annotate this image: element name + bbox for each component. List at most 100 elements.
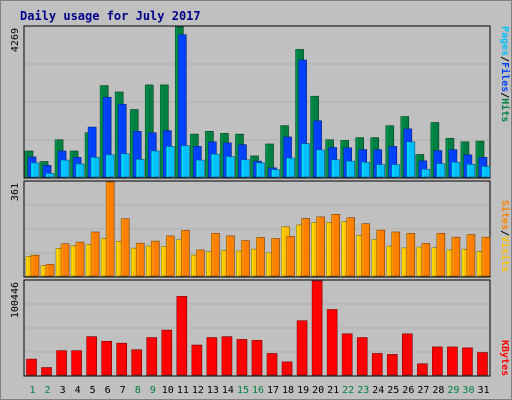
sites-bar (421, 243, 431, 277)
kbytes-bar-highlight (297, 320, 300, 375)
sites-bar-highlight (406, 233, 409, 276)
visits-bar-highlight (461, 249, 464, 276)
pages-bar-highlight (481, 166, 484, 177)
pages-bar-highlight (391, 164, 394, 177)
hits-bar-highlight (145, 84, 148, 177)
kbytes-bar-highlight (206, 337, 210, 375)
kbytes-bar-highlight (417, 363, 420, 375)
kbytes-bar (56, 350, 67, 376)
visits-bar-highlight (431, 247, 434, 276)
hits-bar-highlight (55, 139, 58, 177)
pages-bar-highlight (121, 153, 124, 177)
hits-bar-highlight (370, 137, 373, 177)
sites-bar (75, 241, 85, 277)
pages-bar-highlight (331, 159, 334, 177)
visits-bar-highlight (476, 251, 479, 276)
sites-bar-highlight (121, 218, 124, 276)
sites-bar-highlight (361, 223, 364, 276)
pages-bar (466, 164, 476, 178)
pages-bar (105, 154, 115, 178)
day-label: 18 (282, 385, 294, 396)
pages-bar-highlight (31, 162, 33, 177)
pages-bar (376, 164, 386, 178)
kbytes-bar (266, 353, 278, 376)
sites-bar-highlight (76, 242, 79, 276)
files-bar-highlight (118, 104, 121, 177)
pages-bar (196, 159, 205, 178)
sites-bar (331, 213, 340, 277)
sites-bar-highlight (436, 233, 439, 276)
kbytes-bar-highlight (342, 333, 345, 375)
kbytes-bar (356, 337, 368, 376)
hits-bar-highlight (430, 122, 433, 177)
visits-bar-highlight (296, 224, 299, 276)
sites-bar-highlight (376, 230, 379, 276)
kbytes-bar (26, 358, 37, 376)
files-bar-highlight (478, 157, 481, 177)
kbytes-bar-highlight (267, 353, 270, 375)
hits-bar-highlight (310, 96, 313, 177)
pages-bar (436, 163, 446, 178)
sites-bar-highlight (196, 249, 199, 276)
kbytes-bar (371, 353, 383, 376)
kbytes-bar-highlight (176, 296, 180, 375)
visits-bar-highlight (176, 239, 179, 276)
day-label: 29 (447, 385, 459, 396)
sites-bar (466, 234, 476, 277)
kbytes-bar-highlight (387, 354, 390, 375)
pages-bar (331, 159, 340, 178)
visits-bar-highlight (86, 244, 89, 276)
kbytes-bar (432, 346, 443, 376)
day-label: 21 (327, 385, 339, 396)
hits-bar-highlight (70, 150, 73, 177)
files-bar-highlight (73, 157, 76, 177)
hits-legend: Pages/Files/Hits (499, 26, 511, 122)
pages-bar (45, 173, 55, 178)
pages-bar (301, 143, 310, 178)
pages-bar (75, 163, 85, 178)
kbytes-bar-highlight (146, 337, 150, 375)
files-bar-highlight (373, 149, 376, 177)
legend-entry: Visits (499, 236, 511, 272)
day-label: 28 (432, 385, 444, 396)
day-label: 23 (357, 385, 369, 396)
sites-bar-highlight (91, 231, 94, 276)
hits-bar-highlight (115, 91, 118, 177)
sites-bar (346, 217, 355, 277)
kbytes-bar-highlight (41, 367, 45, 375)
pages-bar (391, 164, 401, 178)
sites-bar (90, 231, 100, 277)
bars-layer (24, 26, 491, 376)
sites-bar-highlight (181, 230, 184, 276)
kbytes-bar-highlight (462, 347, 465, 375)
kbytes-bar (447, 346, 458, 376)
hits-bar-highlight (160, 84, 163, 177)
pages-bar-highlight (316, 149, 319, 177)
day-label: 17 (267, 385, 279, 396)
kbytes-bar (41, 367, 52, 376)
kbytes-bar-highlight (101, 341, 105, 375)
pages-bar-highlight (61, 160, 64, 177)
visits-bar-highlight (161, 246, 164, 276)
pages-bar (451, 161, 461, 178)
sites-bar-highlight (151, 241, 154, 276)
visits-bar-highlight (206, 251, 209, 276)
kbytes-bar-highlight (282, 361, 285, 375)
kbytes-bar-highlight (86, 336, 90, 375)
sites-bar (451, 236, 461, 277)
pages-bar-highlight (286, 158, 289, 177)
legend-entry: / (499, 92, 510, 98)
day-label: 12 (192, 385, 204, 396)
sites-bar-highlight (46, 264, 49, 276)
day-label: 1 (30, 385, 36, 396)
files-bar-highlight (313, 120, 316, 177)
sites-bar-highlight (241, 240, 244, 276)
sites-bar (181, 230, 190, 277)
sites-bar-highlight (346, 217, 349, 276)
kbytes-bar (462, 347, 473, 376)
day-label: 31 (477, 385, 489, 396)
sites-bar-highlight (481, 237, 484, 276)
visits-bar-highlight (401, 247, 404, 276)
pages-bar (120, 153, 130, 178)
files-bar-highlight (448, 149, 451, 177)
